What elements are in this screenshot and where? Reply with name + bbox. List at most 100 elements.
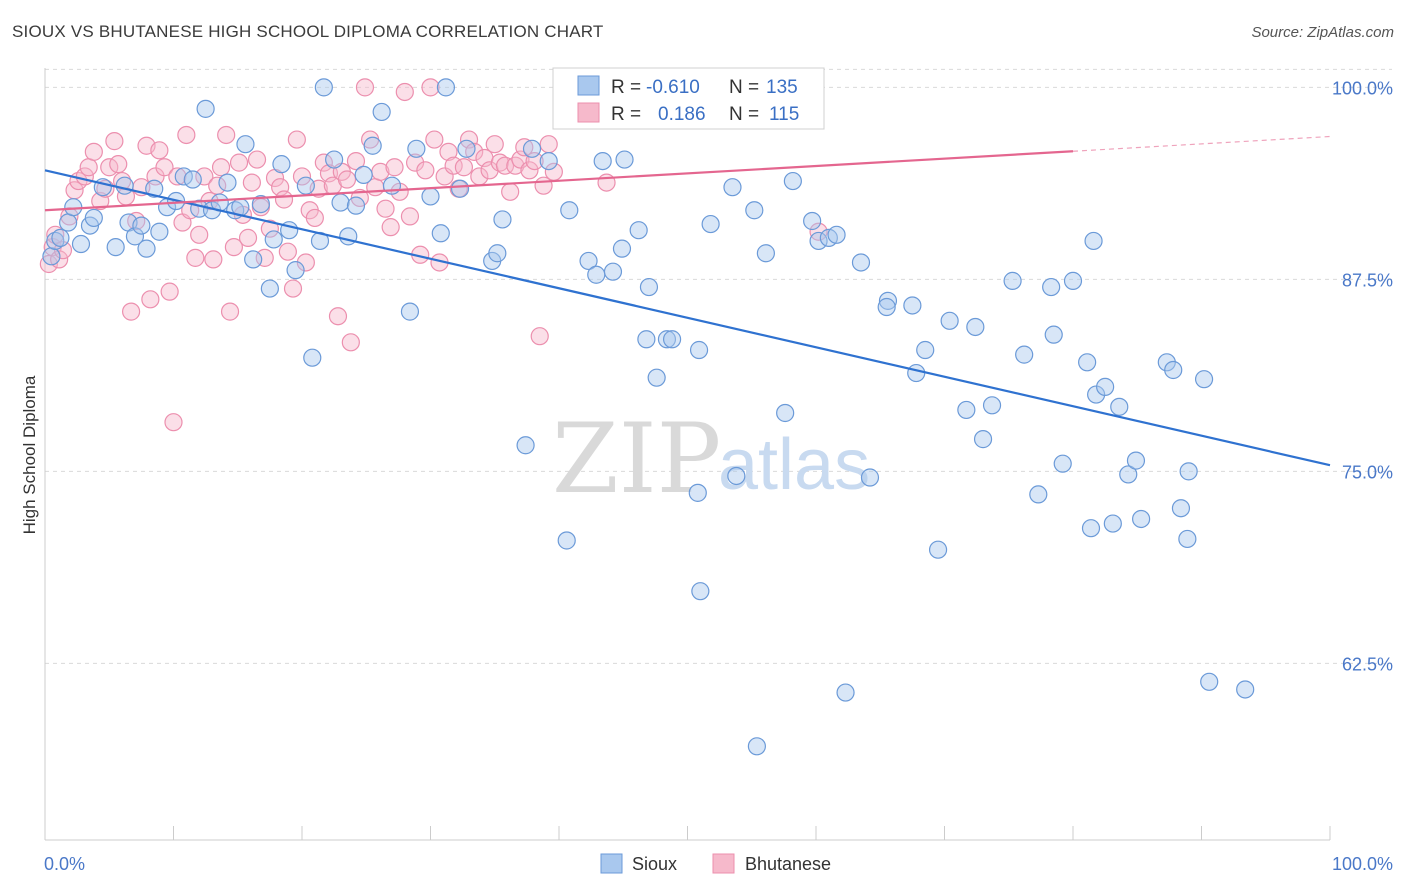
y-tick-label: 62.5% bbox=[1342, 654, 1393, 674]
sioux-point bbox=[615, 150, 634, 169]
chart-title: SIOUX VS BHUTANESE HIGH SCHOOL DIPLOMA C… bbox=[12, 22, 604, 41]
axes bbox=[44, 68, 1331, 841]
sioux-point bbox=[150, 222, 169, 241]
sioux-point bbox=[363, 136, 382, 155]
sioux-point bbox=[639, 277, 659, 297]
x-tick-labels: 0.0% 100.0% bbox=[44, 854, 1393, 874]
sioux-point bbox=[260, 279, 279, 298]
sioux-point bbox=[436, 78, 456, 97]
bhutanese-point bbox=[217, 125, 236, 145]
bhutanese-point bbox=[224, 238, 243, 257]
bhutanese-point bbox=[355, 78, 375, 97]
bhutanese-point bbox=[229, 153, 249, 172]
stats-bhutanese-n-label: N = bbox=[729, 104, 759, 125]
sioux-point bbox=[1178, 529, 1197, 549]
bhutanese-point bbox=[155, 158, 174, 177]
sioux-point bbox=[723, 178, 742, 197]
sioux-point bbox=[183, 170, 202, 189]
sioux-point bbox=[106, 238, 125, 257]
legend-swatch-sioux bbox=[600, 853, 623, 874]
bhutanese-point bbox=[809, 222, 828, 241]
bhutanese-point bbox=[485, 135, 504, 154]
sioux-point bbox=[251, 194, 270, 214]
bhutanese-point bbox=[109, 155, 128, 174]
sioux-point bbox=[488, 244, 507, 263]
sioux-point bbox=[783, 171, 802, 191]
y-tick-label: 100.0% bbox=[1332, 78, 1393, 98]
bhutanese-point bbox=[346, 151, 366, 171]
bhutanese-point bbox=[190, 225, 209, 244]
sioux-point bbox=[314, 78, 333, 97]
sioux-point bbox=[916, 340, 935, 360]
bhutanese-point bbox=[439, 142, 458, 161]
stats-sioux-n-value: 135 bbox=[766, 77, 798, 98]
bhutanese-point bbox=[341, 333, 360, 352]
sioux-point bbox=[637, 330, 656, 349]
sioux-point bbox=[603, 262, 623, 281]
sioux-point bbox=[1003, 271, 1022, 290]
sioux-point bbox=[539, 151, 558, 171]
stats-sioux-r-value: -0.610 bbox=[646, 77, 700, 98]
bhutanese-point bbox=[495, 156, 515, 175]
sioux-point bbox=[1029, 485, 1048, 504]
sioux-point bbox=[516, 436, 535, 455]
sioux-point bbox=[272, 155, 291, 174]
sioux-point bbox=[115, 176, 134, 195]
sioux-point bbox=[647, 368, 666, 387]
sioux-point bbox=[579, 251, 598, 271]
bhutanese-point bbox=[421, 78, 440, 97]
watermark-zip: ZIP bbox=[552, 403, 721, 515]
sioux-point bbox=[244, 250, 263, 269]
bhutanese-point bbox=[400, 207, 420, 226]
bhutanese-point bbox=[150, 141, 169, 160]
bhutanese-point bbox=[395, 82, 414, 102]
bhutanese-point bbox=[238, 228, 258, 247]
bhutanese-point bbox=[204, 250, 223, 269]
sioux-point bbox=[325, 150, 344, 169]
sioux-point bbox=[296, 176, 315, 195]
bhutanese-point bbox=[242, 173, 261, 192]
trend-lines bbox=[44, 135, 1331, 467]
sioux-point bbox=[689, 340, 709, 360]
watermark-atlas: atlas bbox=[718, 425, 870, 505]
sioux-point bbox=[64, 198, 83, 217]
bhutanese-point bbox=[530, 327, 549, 346]
sioux-point bbox=[1236, 680, 1255, 699]
sioux-point bbox=[878, 291, 898, 310]
sioux-point bbox=[1044, 325, 1063, 344]
bhutanese-point bbox=[283, 279, 303, 298]
bhutanese-point bbox=[278, 242, 297, 261]
sioux-point bbox=[354, 165, 373, 185]
stats-sioux-n-label: N = bbox=[729, 77, 759, 98]
y-tick-label: 75.0% bbox=[1342, 462, 1393, 482]
bhutanese-point bbox=[501, 182, 520, 201]
sioux-point bbox=[125, 227, 145, 246]
bhutanese-point bbox=[247, 150, 267, 169]
bhutanese-point bbox=[105, 132, 124, 151]
sioux-point bbox=[756, 244, 775, 263]
bhutanese-point bbox=[168, 167, 187, 186]
bhutanese-point bbox=[376, 199, 395, 218]
sioux-point bbox=[1084, 231, 1103, 251]
bhutanese-point bbox=[425, 130, 444, 149]
sioux-point bbox=[560, 201, 579, 220]
bhutanese-point bbox=[328, 307, 348, 326]
sioux-point bbox=[196, 99, 215, 118]
sioux-point bbox=[236, 135, 255, 154]
sioux-point bbox=[303, 348, 322, 367]
bhutanese-point bbox=[220, 302, 240, 321]
bhutanese-point bbox=[186, 248, 205, 267]
bhutanese-point bbox=[160, 282, 179, 301]
sioux-point bbox=[1110, 397, 1129, 416]
sioux-point bbox=[745, 201, 764, 220]
sioux-point bbox=[827, 225, 846, 244]
sioux-point bbox=[747, 737, 766, 756]
bhutanese-point bbox=[46, 225, 65, 244]
x-tick-label-min: 0.0% bbox=[44, 854, 85, 874]
sioux-point bbox=[701, 214, 720, 234]
sioux-point bbox=[557, 531, 576, 550]
legend-label-sioux: Sioux bbox=[632, 854, 677, 874]
stats-swatch-sioux bbox=[577, 75, 600, 96]
sioux-point bbox=[860, 468, 880, 487]
bhutanese-point bbox=[454, 158, 474, 177]
